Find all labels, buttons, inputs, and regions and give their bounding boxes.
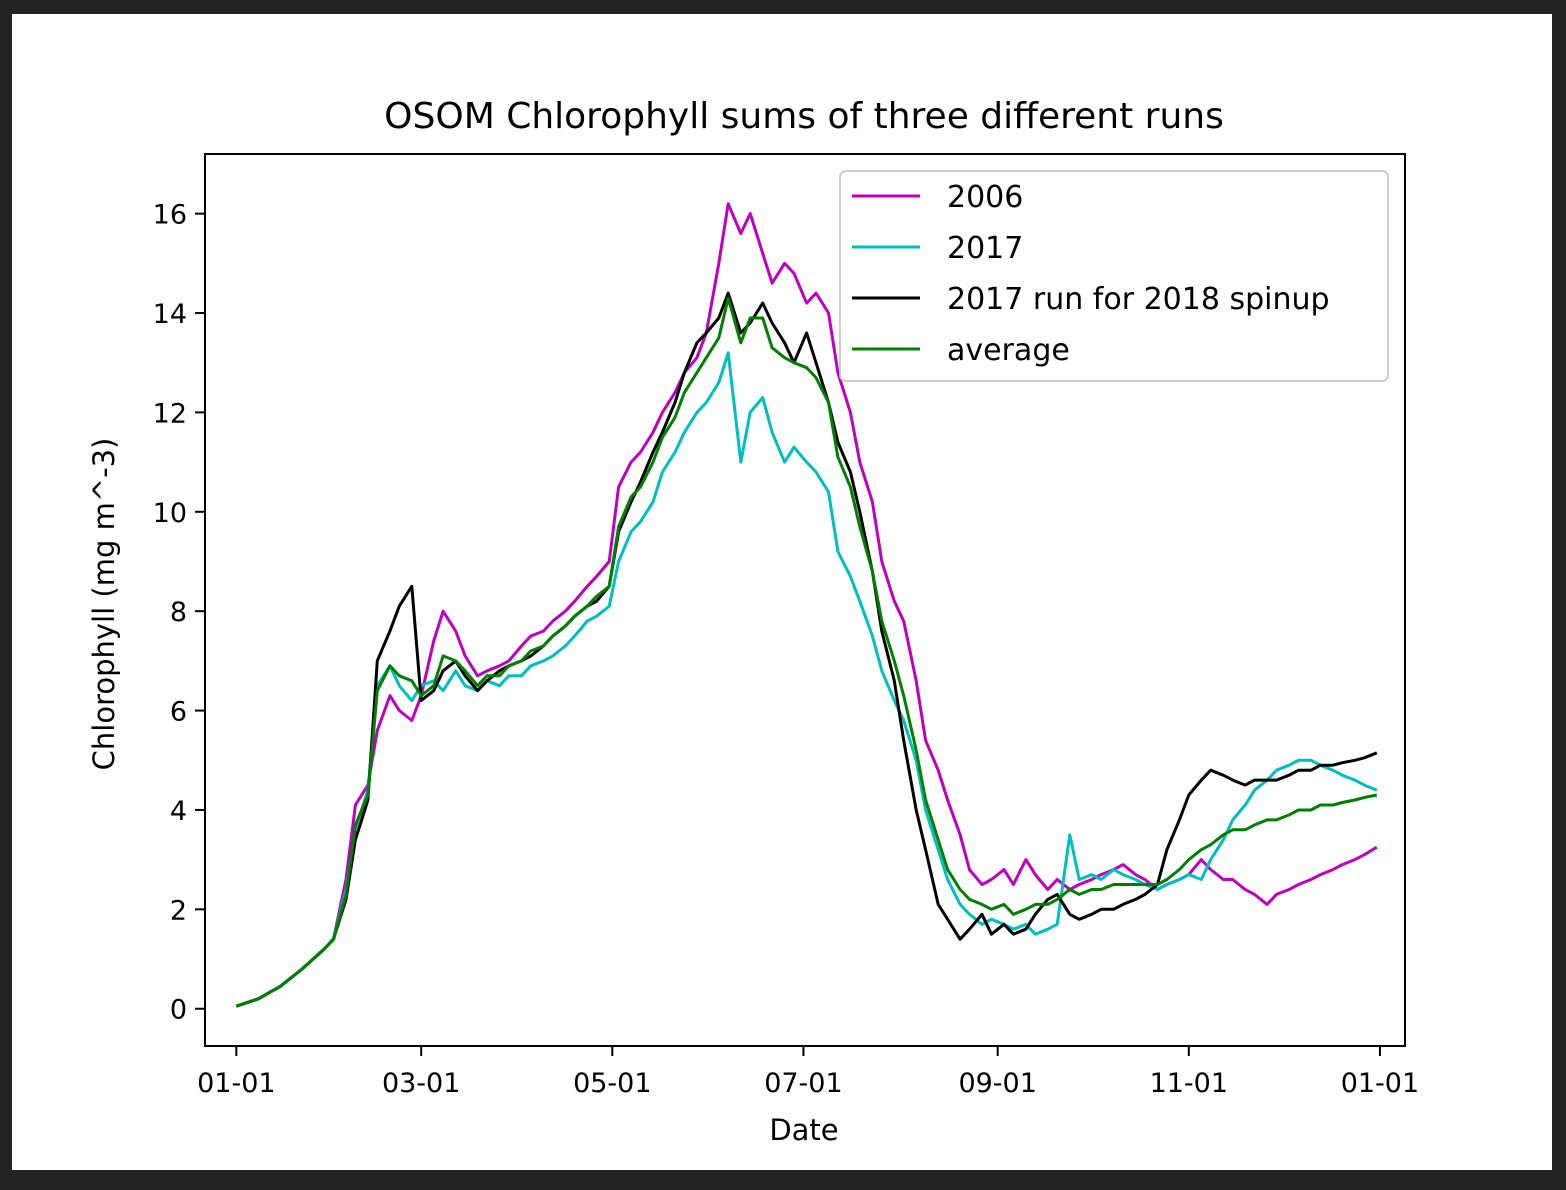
legend-label-0: 2006 — [947, 180, 1023, 215]
series-line-0 — [235, 202, 1378, 1008]
legend: 2006 2017 2017 run for 2018 spinup average — [839, 170, 1389, 382]
series-line-1 — [235, 351, 1378, 1008]
x-tick-label-1: 03-01 — [382, 1068, 460, 1099]
y-tick-label-4: 8 — [170, 597, 187, 628]
x-tick-label-4: 09-01 — [958, 1068, 1036, 1099]
y-tick-label-1: 2 — [170, 895, 187, 926]
legend-label-3: average — [947, 333, 1070, 368]
legend-box — [839, 170, 1389, 382]
x-tick-label-2: 05-01 — [573, 1068, 651, 1099]
y-tick-label-0: 0 — [170, 995, 187, 1026]
figure: OSOM Chlorophyll sums of three different… — [12, 14, 1552, 1170]
x-tick-label-6: 01-01 — [1341, 1068, 1419, 1099]
y-tick-label-5: 10 — [153, 498, 187, 529]
series-layer — [235, 202, 1378, 1008]
x-tick-label-3: 07-01 — [764, 1068, 842, 1099]
x-axis: 01-01 03-01 05-01 07-01 09-01 11-01 01-01 — [197, 1046, 1419, 1099]
chart-title: OSOM Chlorophyll sums of three different… — [384, 96, 1224, 137]
y-tick-label-8: 16 — [153, 200, 187, 231]
y-axis: 0 2 4 6 8 10 12 14 16 — [153, 200, 205, 1026]
legend-label-1: 2017 — [947, 231, 1023, 266]
y-tick-label-7: 14 — [153, 299, 187, 330]
legend-label-2: 2017 run for 2018 spinup — [947, 282, 1330, 317]
x-tick-label-0: 01-01 — [197, 1068, 275, 1099]
series-line-3 — [235, 296, 1378, 1008]
chlorophyll-line-chart: OSOM Chlorophyll sums of three different… — [87, 96, 1419, 1147]
y-tick-label-3: 6 — [170, 697, 187, 728]
x-tick-label-5: 11-01 — [1150, 1068, 1228, 1099]
y-tick-label-6: 12 — [153, 398, 187, 429]
y-axis-label: Chlorophyll (mg m^-3) — [87, 438, 121, 771]
x-axis-label: Date — [769, 1113, 838, 1147]
series-line-2 — [235, 291, 1378, 1008]
plot-frame — [204, 153, 1406, 1047]
y-tick-label-2: 4 — [170, 796, 187, 827]
